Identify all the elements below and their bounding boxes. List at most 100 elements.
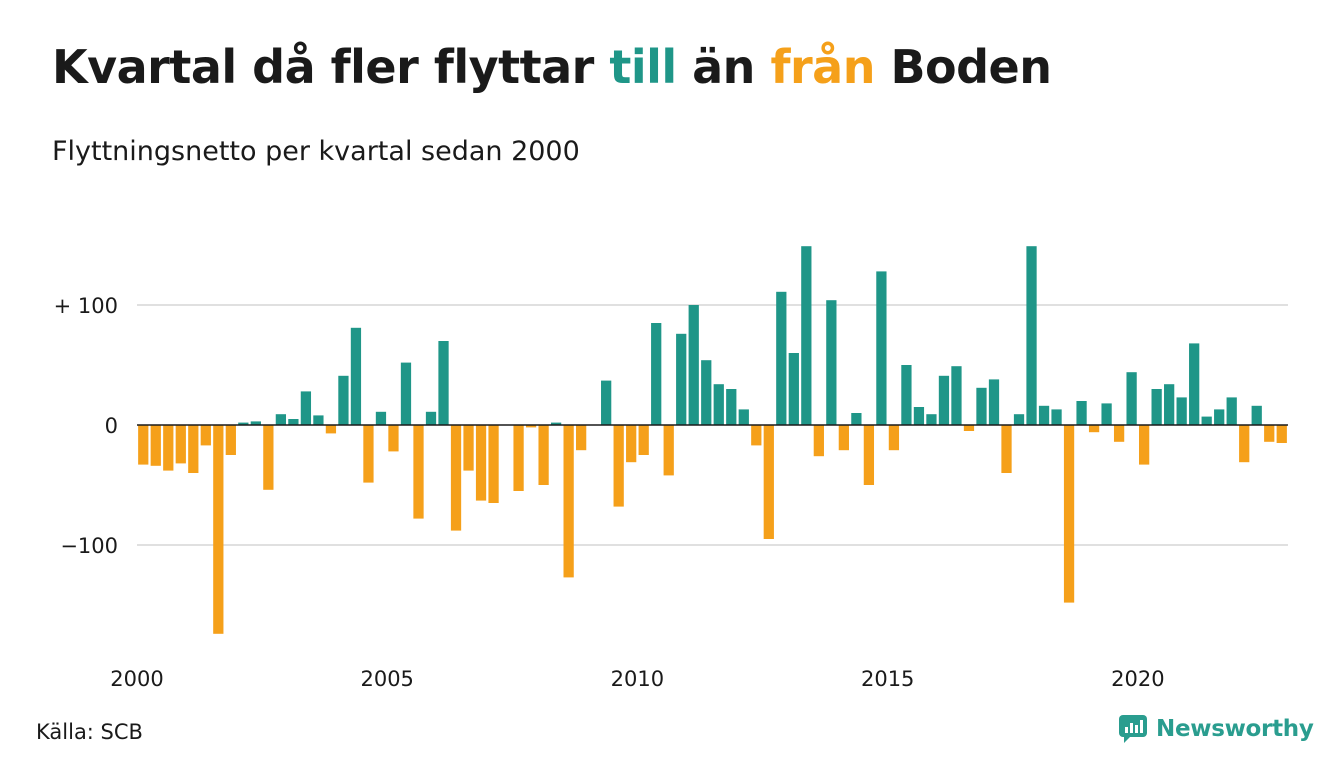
bar	[1226, 397, 1237, 425]
bar	[438, 341, 449, 425]
bar	[638, 425, 649, 455]
bar	[701, 360, 712, 425]
bar	[525, 425, 537, 428]
bar	[488, 425, 499, 503]
bar	[1113, 425, 1125, 442]
bar	[563, 425, 574, 578]
bar	[1251, 405, 1262, 425]
brand-name: Newsworthy	[1156, 716, 1314, 742]
bar	[550, 422, 562, 425]
bar	[901, 365, 912, 425]
bar	[1013, 414, 1025, 425]
title-part-2: än	[676, 40, 771, 94]
title-till: till	[609, 40, 677, 94]
bar	[1214, 409, 1225, 425]
bar	[425, 411, 437, 425]
bar	[988, 379, 1000, 425]
bar	[1126, 372, 1137, 425]
title-part-1: Kvartal då fler flyttar	[52, 40, 610, 94]
bar	[601, 380, 612, 425]
bar	[1151, 389, 1162, 425]
x-tick-label: 2010	[611, 667, 664, 691]
bar	[325, 425, 337, 434]
bar	[926, 414, 937, 425]
bar	[951, 366, 962, 425]
chart-title: Kvartal då fler flyttar till än från Bod…	[52, 40, 1052, 94]
bar	[663, 425, 674, 476]
brand-logo: Newsworthy	[1118, 714, 1314, 744]
bar	[1076, 401, 1087, 425]
y-tick-label: + 100	[54, 294, 118, 318]
bar	[450, 425, 462, 531]
bar	[400, 362, 412, 425]
x-tick-label: 2000	[110, 667, 163, 691]
bar	[1139, 425, 1150, 465]
bar	[163, 425, 174, 471]
y-tick-labels: + 100 0 −100	[54, 294, 118, 558]
newsworthy-logo-icon	[1119, 715, 1147, 743]
bar	[688, 305, 699, 425]
bar	[213, 425, 224, 634]
bar	[313, 415, 324, 425]
bar	[976, 387, 987, 425]
bar	[1164, 384, 1175, 425]
bar-chart: + 100 0 −100 2000 2005 2010 2015 2020	[54, 246, 1288, 691]
bar	[651, 323, 662, 425]
bar	[1026, 246, 1037, 425]
title-part-3: Boden	[874, 40, 1052, 94]
x-tick-label: 2015	[861, 667, 914, 691]
bar	[813, 425, 824, 457]
x-tick-labels: 2000 2005 2010 2015 2020	[110, 667, 1164, 691]
bar	[763, 425, 774, 539]
bar	[375, 411, 387, 425]
y-tick-label: −100	[60, 534, 118, 558]
bar	[275, 414, 287, 425]
bar	[1176, 397, 1187, 425]
bar	[876, 271, 887, 425]
bar	[475, 425, 487, 501]
bar	[150, 425, 161, 466]
bar	[363, 425, 374, 483]
bars	[138, 246, 1287, 634]
bar	[288, 419, 299, 425]
bar	[776, 291, 787, 425]
bar	[1038, 405, 1050, 425]
bar	[751, 425, 762, 446]
bar	[576, 425, 587, 451]
x-tick-label: 2020	[1111, 667, 1164, 691]
x-tick-label: 2005	[360, 667, 413, 691]
bar	[200, 425, 211, 446]
bar	[350, 327, 362, 425]
bar	[726, 389, 737, 425]
source-note: Källa: SCB	[36, 720, 143, 744]
bar	[538, 425, 549, 485]
bar	[788, 353, 799, 425]
bar	[1001, 425, 1012, 473]
bar	[175, 425, 186, 464]
bar	[300, 391, 312, 425]
bar	[626, 425, 637, 463]
bar	[1101, 403, 1112, 425]
grid-lines	[137, 304, 1288, 546]
bar	[188, 425, 199, 473]
bar	[801, 246, 812, 425]
bar	[138, 425, 149, 465]
bar	[913, 407, 925, 425]
bar	[238, 422, 249, 425]
bar	[413, 425, 424, 519]
bar	[1063, 425, 1075, 603]
bar	[463, 425, 474, 471]
bar	[1264, 425, 1275, 442]
bar	[888, 425, 900, 451]
chart-subtitle: Flyttningsnetto per kvartal sedan 2000	[52, 136, 580, 167]
bar	[1051, 409, 1062, 425]
bar	[1201, 416, 1212, 425]
bar	[963, 425, 975, 431]
bar	[388, 425, 399, 452]
bar	[613, 425, 624, 507]
bar	[225, 425, 236, 455]
bar	[738, 409, 749, 425]
bar	[1276, 425, 1287, 443]
bar	[826, 300, 837, 425]
bar	[263, 425, 274, 490]
